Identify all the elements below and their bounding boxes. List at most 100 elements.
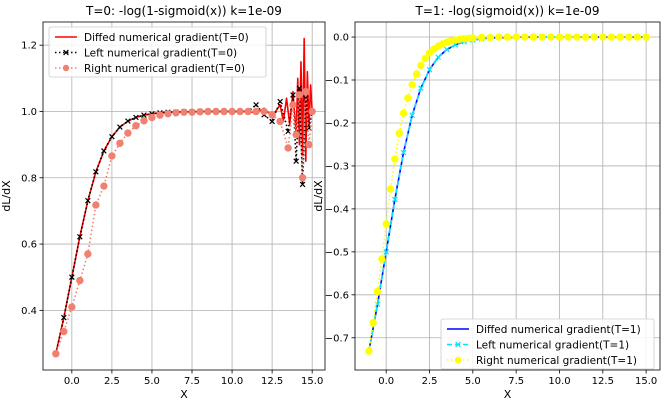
data-point (547, 33, 555, 41)
legend-box (48, 26, 267, 78)
y-axis-label: dL/dX (312, 180, 325, 212)
x-axis-label: X (180, 388, 188, 401)
data-point (616, 33, 624, 41)
data-point (244, 107, 252, 116)
data-point (400, 149, 407, 156)
data-point (141, 112, 147, 118)
data-point (284, 144, 292, 152)
legend-label: Diffed numerical gradient(T=1) (476, 324, 641, 336)
data-point (293, 158, 299, 165)
data-point (404, 94, 412, 102)
data-point (180, 108, 188, 116)
legend-label: Left numerical gradient(T=0) (84, 47, 237, 59)
left-chart-panel: 0.0 2.5 5.0 7.5 10.0 12.5 15.0 0.4 0.6 0.8 1.0 1.2 T… (0, 4, 326, 401)
data-point (85, 197, 91, 204)
data-point (92, 201, 100, 209)
data-point (581, 33, 590, 41)
plot-area (43, 22, 325, 370)
data-point (521, 33, 529, 41)
x-tick-label: 7.5 (184, 376, 200, 387)
legend-swatch-marker (455, 341, 461, 348)
data-point (236, 107, 244, 116)
x-tick-label: 2.5 (104, 376, 120, 387)
x-tick-label: 10.0 (221, 376, 243, 387)
data-point (382, 220, 390, 228)
data-point (564, 33, 572, 41)
legend-swatch-marker (63, 49, 69, 56)
data-point (503, 33, 512, 41)
x-tick-label: 15.0 (301, 376, 323, 387)
x-tick-label: 15.0 (635, 376, 657, 387)
data-point (599, 33, 607, 41)
legend-box (440, 318, 655, 370)
data-point (117, 124, 123, 130)
data-point (228, 107, 236, 116)
legend-swatch-marker (454, 356, 462, 364)
data-point (399, 109, 408, 117)
data-point (607, 33, 616, 41)
data-point (68, 303, 76, 311)
y-tick-label: −0.7 (325, 333, 349, 344)
data-point (512, 33, 520, 41)
data-point (277, 98, 283, 105)
data-point (296, 85, 303, 92)
y-axis-label: dL/dX (0, 180, 13, 212)
legend-label: Right numerical gradient(T=0) (84, 63, 245, 75)
legend-swatch-marker (62, 64, 70, 72)
data-point (302, 87, 310, 96)
data-point (252, 107, 260, 116)
data-point (529, 33, 538, 41)
data-point (386, 185, 395, 193)
y-tick-label: 0.8 (21, 173, 37, 184)
data-point (302, 95, 309, 102)
y-tick-label: −0.6 (325, 290, 349, 301)
data-point (426, 66, 433, 73)
data-point (133, 114, 139, 121)
data-point (642, 33, 650, 41)
data-point (495, 33, 503, 41)
data-point (140, 117, 148, 125)
data-point (69, 274, 75, 281)
data-point (116, 139, 124, 148)
chart-title: T=1: -log(sigmoid(x)) k=1e-09 (415, 4, 600, 18)
data-point (469, 34, 477, 42)
y-tick-label: 0.0 (333, 33, 349, 44)
data-point (77, 233, 83, 240)
data-point (486, 33, 494, 42)
data-point (444, 46, 450, 53)
data-point (305, 140, 313, 149)
data-point (295, 91, 304, 99)
data-point (378, 255, 386, 263)
data-point (124, 129, 132, 137)
data-point (625, 33, 633, 41)
chart-title: T=0: -log(1-sigmoid(x)) k=1e-09 (85, 4, 282, 18)
x-tick-label: 5.0 (144, 376, 160, 387)
data-point (109, 133, 115, 140)
data-point (276, 117, 284, 126)
data-point (212, 107, 220, 116)
data-point (573, 33, 581, 41)
data-point (204, 107, 212, 116)
data-point (125, 118, 131, 124)
data-point (418, 85, 424, 91)
x-tick-label: 10.0 (548, 376, 570, 387)
data-point (52, 350, 60, 358)
legend-label: Diffed numerical gradient(T=0) (84, 32, 249, 44)
data-point (156, 111, 164, 119)
right-chart-panel: 0.0 2.5 5.0 7.5 10.0 12.5 15.0 0.0 −0.1 −0.2 −0.3 −… (312, 4, 661, 401)
data-point (188, 108, 196, 116)
x-axis-label: X (504, 388, 512, 401)
data-point (269, 118, 275, 125)
data-point (299, 181, 306, 188)
series-group (365, 33, 650, 355)
data-point (538, 33, 546, 41)
series-group (52, 37, 316, 358)
data-point (148, 113, 156, 122)
data-point (392, 196, 398, 203)
data-point (365, 347, 373, 355)
y-tick-label: −0.3 (325, 161, 349, 172)
data-point (289, 101, 297, 109)
x-tick-label: 12.5 (261, 376, 283, 387)
